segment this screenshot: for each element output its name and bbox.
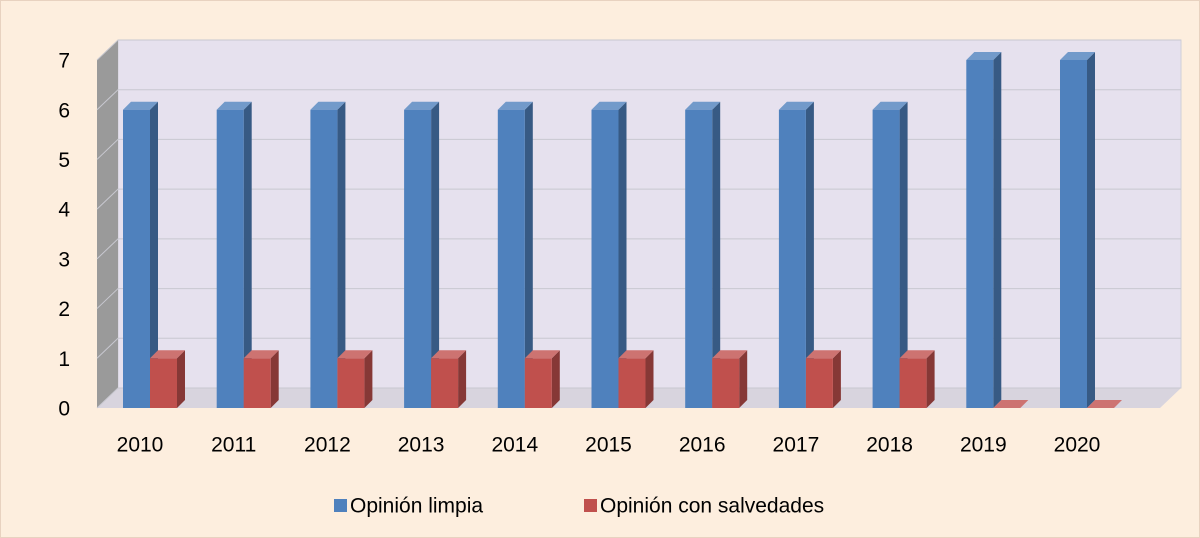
bar-side xyxy=(899,101,908,408)
x-tick-label: 2011 xyxy=(211,434,256,457)
bar-top xyxy=(993,400,1029,408)
bar-top xyxy=(778,101,814,110)
bar-side xyxy=(270,350,279,408)
x-tick-label: 2016 xyxy=(679,434,726,457)
bar-top xyxy=(1060,52,1095,60)
bar-top xyxy=(966,52,1002,60)
bar-side xyxy=(337,101,346,408)
bar xyxy=(618,358,646,408)
bar xyxy=(404,109,432,408)
bar xyxy=(431,358,459,408)
bar-side xyxy=(524,101,533,408)
bar-side xyxy=(150,101,158,408)
x-tick-label: 2010 xyxy=(117,434,164,457)
legend-swatch xyxy=(584,499,597,512)
bar xyxy=(1060,60,1087,408)
legend-label: Opinión limpia xyxy=(350,495,483,518)
bar-top xyxy=(805,350,841,359)
bar xyxy=(337,358,365,408)
bar xyxy=(899,358,927,408)
bar xyxy=(591,109,619,408)
bar-side xyxy=(712,101,721,408)
bar xyxy=(123,109,150,408)
bar xyxy=(524,358,552,408)
bar-top xyxy=(1087,400,1122,408)
bar xyxy=(310,109,338,408)
bar-side xyxy=(1087,52,1095,408)
y-tick-label: 1 xyxy=(58,348,70,371)
bar xyxy=(872,109,900,408)
bar xyxy=(216,109,244,408)
x-tick-label: 2019 xyxy=(960,434,1007,457)
y-tick-label: 0 xyxy=(58,398,70,421)
bar xyxy=(150,358,177,408)
bar-side xyxy=(551,350,560,408)
back-wall xyxy=(117,39,1182,389)
bar-side xyxy=(926,350,935,408)
side-wall xyxy=(97,40,118,408)
x-tick-label: 2012 xyxy=(304,434,351,457)
bar xyxy=(966,60,994,408)
bar-side xyxy=(739,350,748,408)
grid-line xyxy=(96,188,1181,210)
bar xyxy=(685,109,713,408)
bar-top xyxy=(685,101,721,110)
bar xyxy=(778,109,806,408)
x-tick-label: 2013 xyxy=(398,434,445,457)
bar-top xyxy=(524,350,560,359)
bar-side xyxy=(645,350,654,408)
bar-top xyxy=(618,350,654,359)
bar-side xyxy=(458,350,467,408)
y-tick-label: 3 xyxy=(58,248,70,271)
bar-top xyxy=(497,101,533,110)
y-tick-label: 7 xyxy=(58,50,70,73)
bar-top xyxy=(404,101,440,110)
bar-side xyxy=(177,350,185,408)
grid-line xyxy=(96,138,1181,160)
grid-line xyxy=(96,89,1181,111)
bar-side xyxy=(364,350,373,408)
bar-top xyxy=(712,350,748,359)
grid-line xyxy=(96,288,1181,309)
y-tick-label: 5 xyxy=(58,149,70,172)
bar-top xyxy=(310,101,346,110)
x-tick-label: 2014 xyxy=(491,434,538,457)
x-tick-label: 2018 xyxy=(866,434,913,457)
bar xyxy=(712,358,740,408)
bar-side xyxy=(805,101,814,408)
x-tick-label: 2020 xyxy=(1054,434,1101,457)
bar-top xyxy=(431,350,467,359)
grid-line xyxy=(96,39,1181,61)
legend-swatch xyxy=(334,499,347,512)
y-tick-label: 2 xyxy=(58,298,70,321)
bar-side xyxy=(618,101,627,408)
legend-label: Opinión con salvedades xyxy=(600,495,824,518)
bar-top xyxy=(123,101,158,110)
y-tick-label: 4 xyxy=(58,199,70,222)
bar-top xyxy=(872,101,908,110)
bar-side xyxy=(431,101,440,408)
bar xyxy=(497,109,525,408)
bar-top xyxy=(337,350,373,359)
y-tick-label: 6 xyxy=(58,99,70,122)
bar xyxy=(805,358,833,408)
grid-line xyxy=(96,238,1181,260)
bar-top xyxy=(150,350,185,359)
x-tick-label: 2015 xyxy=(585,434,632,457)
bar-top xyxy=(243,350,279,359)
grid-line xyxy=(96,337,1181,359)
bar-top xyxy=(216,101,252,110)
bar-top xyxy=(899,350,935,359)
bar-side xyxy=(993,52,1002,408)
bar-side xyxy=(243,101,252,408)
bar-top xyxy=(591,101,627,110)
bar xyxy=(243,358,271,408)
bar-side xyxy=(832,350,841,408)
x-tick-label: 2017 xyxy=(773,434,820,457)
